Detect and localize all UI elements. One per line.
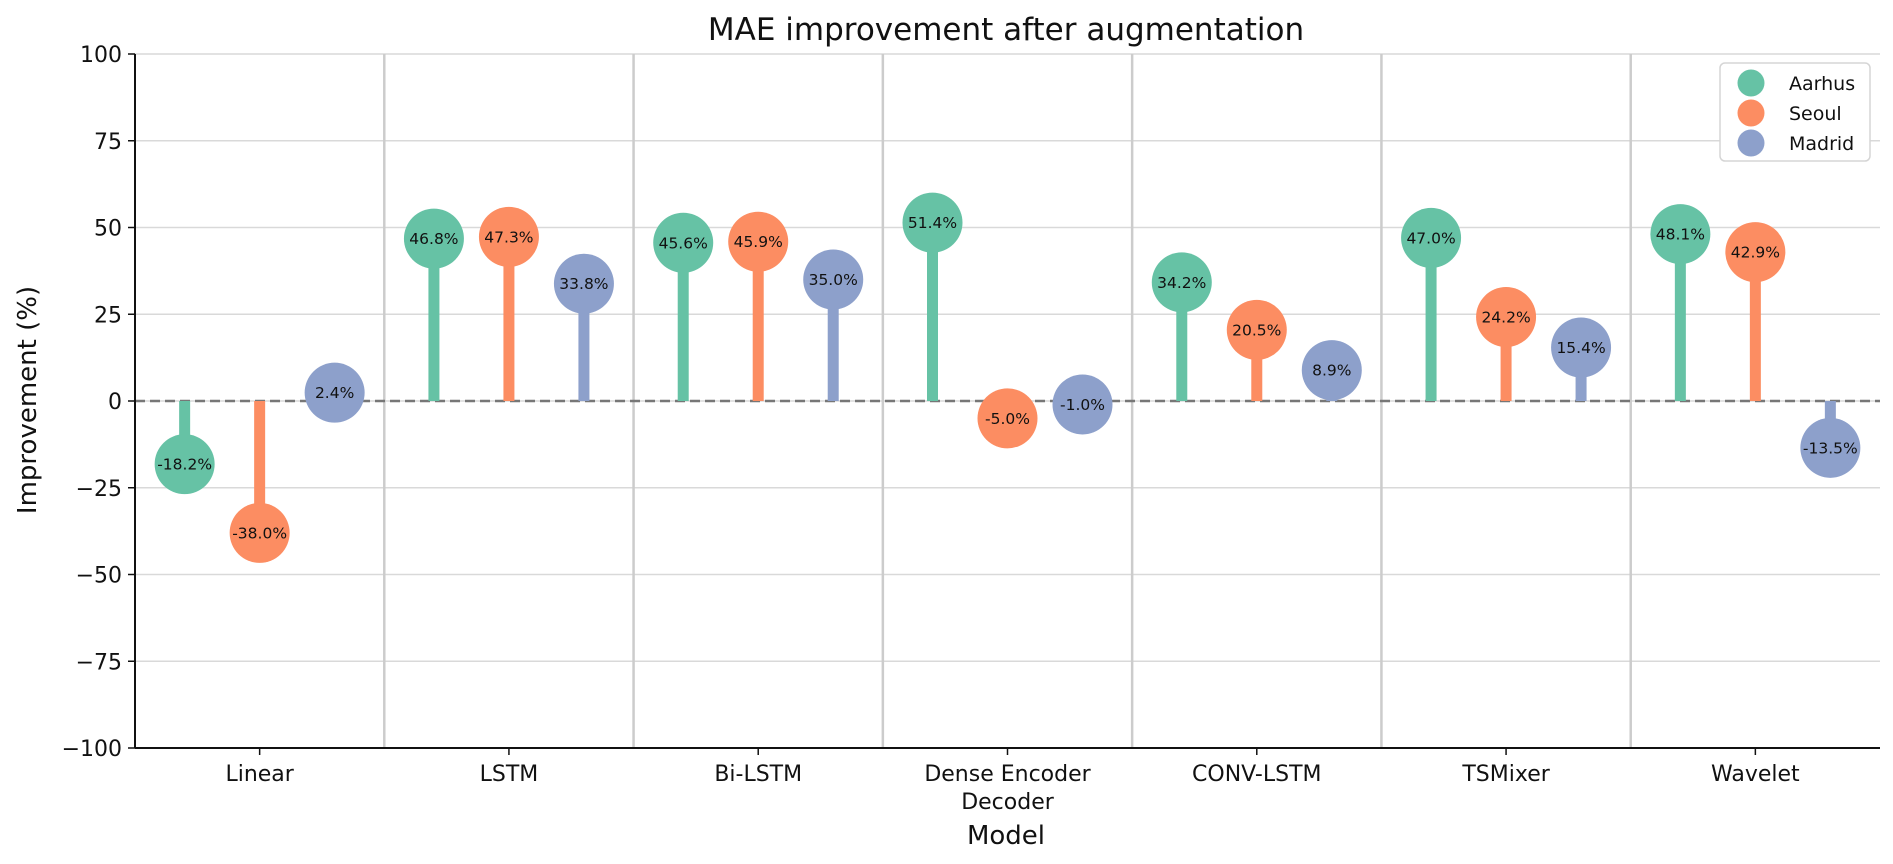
lollipop-marks: -18.2% 46.8% 45.6% 51.4% 34.2% 47.0% 48.1% -38.… <box>154 192 1861 563</box>
y-axis-ticks: −100 −75 −50 −25 0 25 50 75 100 <box>62 43 135 762</box>
x-axis-label: Model <box>967 821 1045 851</box>
legend-item-seoul: Seoul <box>1737 99 1842 127</box>
y-tick-label: −25 <box>76 477 122 502</box>
lollipop-head <box>902 192 963 253</box>
lollipop-madrid-2: 35.0% <box>803 249 864 401</box>
lollipop-aarhus-2: 45.6% <box>653 212 714 401</box>
lollipop-head <box>1226 299 1287 360</box>
lollipop-aarhus-5: 47.0% <box>1401 207 1462 401</box>
y-axis-label: Improvement (%) <box>13 286 43 514</box>
y-tick-label: 50 <box>94 217 122 242</box>
lollipop-head <box>803 249 864 310</box>
data-label: 33.8% <box>559 275 608 293</box>
lollipop-head <box>403 208 464 269</box>
lollipop-aarhus-0: -18.2% <box>154 401 215 495</box>
x-tick-label: Dense Encoder Decoder <box>924 762 1091 815</box>
lollipop-head <box>154 434 215 495</box>
data-label: 34.2% <box>1157 274 1206 292</box>
lollipop-head <box>304 362 365 423</box>
lollipop-head <box>1401 207 1462 268</box>
data-label: 42.9% <box>1731 244 1780 262</box>
x-tick-label: Bi-LSTM <box>714 762 802 787</box>
legend-item-aarhus: Aarhus <box>1737 69 1855 97</box>
data-label: -1.0% <box>1060 396 1105 414</box>
lollipop-madrid-0: 2.4% <box>304 362 365 423</box>
lollipop-seoul-2: 45.9% <box>728 211 789 401</box>
lollipop-head <box>1301 340 1362 401</box>
lollipop-seoul-4: 20.5% <box>1226 299 1287 401</box>
lollipop-seoul-1: 47.3% <box>478 206 539 401</box>
lollipop-head <box>977 388 1038 449</box>
data-label: -13.5% <box>1803 439 1858 457</box>
lollipop-madrid-3: -1.0% <box>1052 374 1113 435</box>
lollipop-head <box>728 211 789 272</box>
data-label: 2.4% <box>315 384 354 402</box>
lollipop-head <box>1551 317 1612 378</box>
lollipop-seoul-3: -5.0% <box>977 388 1038 449</box>
data-label: 8.9% <box>1312 362 1351 380</box>
lollipop-aarhus-1: 46.8% <box>403 208 464 401</box>
lollipop-seoul-5: 24.2% <box>1476 287 1537 401</box>
x-tick-label: Wavelet <box>1711 762 1800 787</box>
x-tick-label: LSTM <box>480 762 539 787</box>
legend-marker <box>1737 69 1765 97</box>
data-label: 48.1% <box>1656 226 1705 244</box>
legend-label: Seoul <box>1789 103 1842 125</box>
lollipop-aarhus-4: 34.2% <box>1151 252 1212 401</box>
data-label: 24.2% <box>1481 309 1530 327</box>
y-tick-label: −100 <box>62 737 122 762</box>
lollipop-head <box>1650 204 1711 265</box>
y-tick-label: 75 <box>94 130 122 155</box>
data-label: 46.8% <box>409 230 458 248</box>
lollipop-head <box>553 253 614 314</box>
data-label: 51.4% <box>908 214 957 232</box>
lollipop-madrid-4: 8.9% <box>1301 340 1362 401</box>
y-tick-label: −75 <box>76 650 122 675</box>
data-label: 45.6% <box>659 234 708 252</box>
lollipop-madrid-5: 15.4% <box>1551 317 1612 401</box>
data-label: -18.2% <box>157 456 212 474</box>
x-tick-label: Linear <box>225 762 294 787</box>
y-tick-label: 100 <box>80 43 122 68</box>
lollipop-head <box>1800 417 1861 478</box>
lollipop-head <box>1725 222 1786 283</box>
legend-label: Aarhus <box>1789 73 1855 95</box>
lollipop-head <box>478 206 539 267</box>
lollipop-head <box>229 502 290 563</box>
legend-marker <box>1737 99 1765 127</box>
chart-title: MAE improvement after augmentation <box>708 12 1304 48</box>
data-label: 15.4% <box>1556 339 1605 357</box>
data-label: -38.0% <box>232 524 287 542</box>
y-tick-label: 0 <box>108 390 122 415</box>
legend-item-madrid: Madrid <box>1737 129 1854 157</box>
data-label: 47.0% <box>1406 229 1455 247</box>
lollipop-head <box>1151 252 1212 313</box>
x-axis-ticks: Linear LSTM Bi-LSTM Dense Encoder Decoder CON… <box>225 748 1800 815</box>
lollipop-head <box>1476 287 1537 348</box>
lollipop-seoul-6: 42.9% <box>1725 222 1786 401</box>
data-label: 47.3% <box>484 228 533 246</box>
x-tick-label: TSMixer <box>1461 762 1550 787</box>
data-label: 20.5% <box>1232 321 1281 339</box>
legend: Aarhus Seoul Madrid <box>1719 62 1871 162</box>
lollipop-aarhus-3: 51.4% <box>902 192 963 401</box>
lollipop-seoul-0: -38.0% <box>229 401 290 563</box>
legend-label: Madrid <box>1789 133 1854 155</box>
x-tick-label: CONV-LSTM <box>1192 762 1321 787</box>
y-tick-label: 25 <box>94 303 122 328</box>
lollipop-madrid-6: -13.5% <box>1800 401 1861 478</box>
y-tick-label: −50 <box>76 564 122 589</box>
lollipop-aarhus-6: 48.1% <box>1650 204 1711 401</box>
data-label: 35.0% <box>809 271 858 289</box>
legend-marker <box>1737 129 1765 157</box>
lollipop-head <box>653 212 714 273</box>
lollipop-head <box>1052 374 1113 435</box>
data-label: -5.0% <box>985 410 1030 428</box>
lollipop-madrid-1: 33.8% <box>553 253 614 401</box>
data-label: 45.9% <box>734 233 783 251</box>
